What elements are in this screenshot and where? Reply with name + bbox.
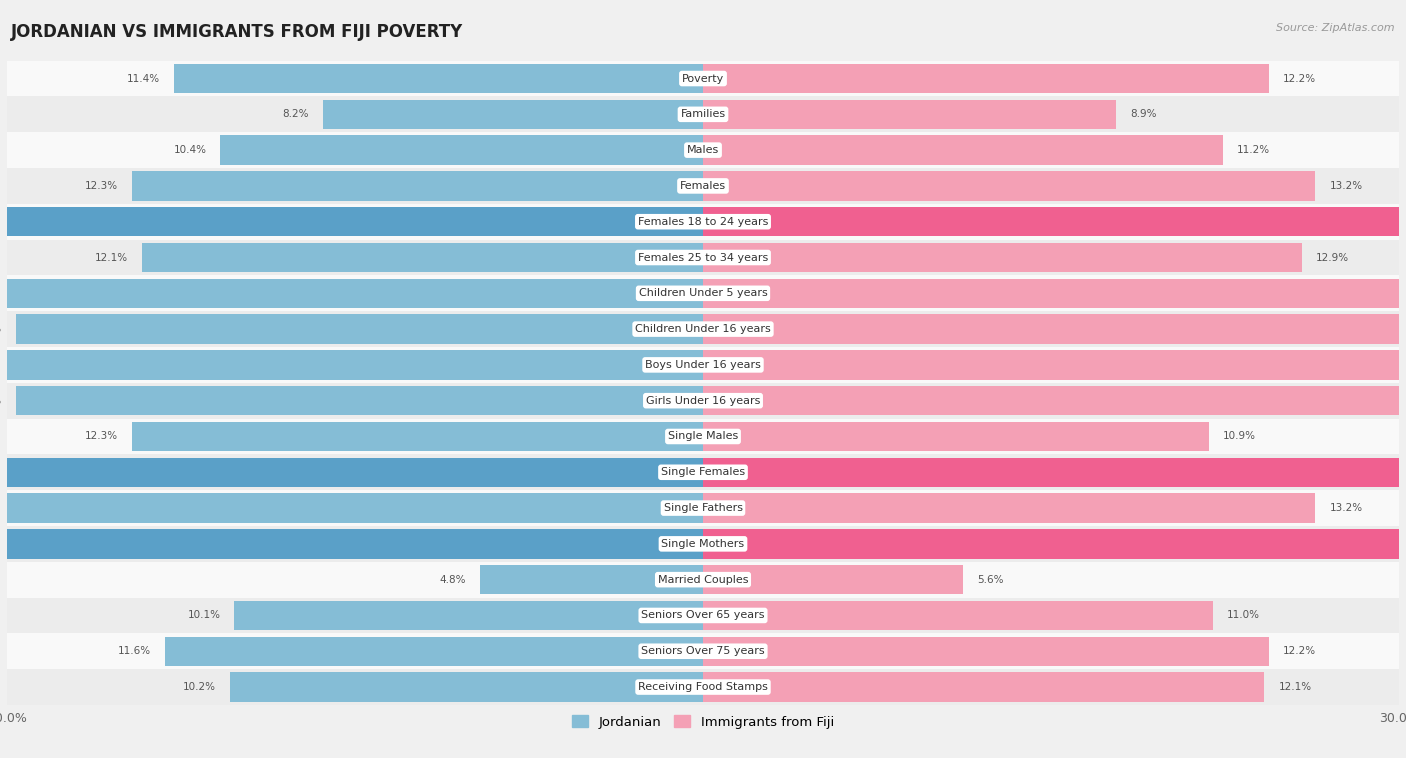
FancyBboxPatch shape	[7, 312, 1399, 347]
Bar	[3, 350, 703, 380]
Bar	[17, 386, 703, 415]
FancyBboxPatch shape	[7, 168, 1399, 204]
Bar	[703, 565, 963, 594]
Bar	[0, 458, 703, 487]
Text: 11.6%: 11.6%	[118, 647, 150, 656]
Bar	[322, 99, 703, 129]
Text: 14.8%: 14.8%	[0, 396, 3, 406]
Text: 11.0%: 11.0%	[1227, 610, 1260, 621]
Bar	[0, 279, 703, 308]
Bar	[703, 529, 1406, 559]
Text: Children Under 16 years: Children Under 16 years	[636, 324, 770, 334]
Bar	[17, 315, 703, 344]
Bar	[221, 136, 703, 164]
FancyBboxPatch shape	[7, 669, 1399, 705]
Bar	[703, 672, 1264, 702]
Bar	[142, 243, 703, 272]
FancyBboxPatch shape	[7, 240, 1399, 275]
Text: Single Fathers: Single Fathers	[664, 503, 742, 513]
Bar	[703, 171, 1316, 201]
Text: 14.8%: 14.8%	[0, 324, 3, 334]
Text: Married Couples: Married Couples	[658, 575, 748, 584]
Bar	[703, 421, 1209, 451]
Bar	[703, 386, 1406, 415]
Bar	[703, 64, 1270, 93]
Text: 8.9%: 8.9%	[1130, 109, 1156, 119]
Bar	[703, 637, 1270, 666]
Bar	[703, 99, 1116, 129]
FancyBboxPatch shape	[7, 383, 1399, 418]
Text: 10.2%: 10.2%	[183, 682, 217, 692]
Text: Source: ZipAtlas.com: Source: ZipAtlas.com	[1277, 23, 1395, 33]
Text: 5.6%: 5.6%	[977, 575, 1004, 584]
Text: 10.9%: 10.9%	[1223, 431, 1256, 441]
Bar	[703, 350, 1406, 380]
Text: 13.2%: 13.2%	[1330, 503, 1362, 513]
Text: Seniors Over 75 years: Seniors Over 75 years	[641, 647, 765, 656]
Text: 11.2%: 11.2%	[1237, 145, 1270, 155]
Legend: Jordanian, Immigrants from Fiji: Jordanian, Immigrants from Fiji	[567, 709, 839, 734]
Text: 12.3%: 12.3%	[86, 431, 118, 441]
Text: Females: Females	[681, 181, 725, 191]
FancyBboxPatch shape	[7, 61, 1399, 96]
Text: Poverty: Poverty	[682, 74, 724, 83]
Text: 10.1%: 10.1%	[187, 610, 221, 621]
Text: 4.8%: 4.8%	[440, 575, 467, 584]
Text: Boys Under 16 years: Boys Under 16 years	[645, 360, 761, 370]
Bar	[0, 207, 703, 236]
Text: 12.1%: 12.1%	[1278, 682, 1312, 692]
Bar	[703, 458, 1406, 487]
Bar	[229, 672, 703, 702]
Text: 12.9%: 12.9%	[1316, 252, 1348, 262]
Text: Children Under 5 years: Children Under 5 years	[638, 288, 768, 299]
FancyBboxPatch shape	[7, 204, 1399, 240]
Bar	[703, 493, 1316, 523]
Text: Girls Under 16 years: Girls Under 16 years	[645, 396, 761, 406]
Bar	[703, 207, 1406, 236]
FancyBboxPatch shape	[7, 275, 1399, 312]
Text: JORDANIAN VS IMMIGRANTS FROM FIJI POVERTY: JORDANIAN VS IMMIGRANTS FROM FIJI POVERT…	[11, 23, 464, 41]
Text: 11.4%: 11.4%	[127, 74, 160, 83]
Text: 13.2%: 13.2%	[1330, 181, 1362, 191]
FancyBboxPatch shape	[7, 96, 1399, 132]
Text: Single Mothers: Single Mothers	[661, 539, 745, 549]
Text: 8.2%: 8.2%	[283, 109, 309, 119]
Text: Males: Males	[688, 145, 718, 155]
Text: 12.3%: 12.3%	[86, 181, 118, 191]
Bar	[481, 565, 703, 594]
Bar	[703, 136, 1223, 164]
Bar	[174, 64, 703, 93]
Text: Females 25 to 34 years: Females 25 to 34 years	[638, 252, 768, 262]
FancyBboxPatch shape	[7, 347, 1399, 383]
Bar	[0, 493, 703, 523]
FancyBboxPatch shape	[7, 454, 1399, 490]
Text: Receiving Food Stamps: Receiving Food Stamps	[638, 682, 768, 692]
Bar	[703, 243, 1302, 272]
Text: 12.2%: 12.2%	[1284, 74, 1316, 83]
Text: 10.4%: 10.4%	[173, 145, 207, 155]
Text: 12.1%: 12.1%	[94, 252, 128, 262]
FancyBboxPatch shape	[7, 597, 1399, 634]
FancyBboxPatch shape	[7, 526, 1399, 562]
Bar	[703, 315, 1406, 344]
Bar	[132, 171, 703, 201]
FancyBboxPatch shape	[7, 562, 1399, 597]
Text: Single Males: Single Males	[668, 431, 738, 441]
FancyBboxPatch shape	[7, 634, 1399, 669]
FancyBboxPatch shape	[7, 132, 1399, 168]
Bar	[132, 421, 703, 451]
Bar	[703, 279, 1406, 308]
Text: Seniors Over 65 years: Seniors Over 65 years	[641, 610, 765, 621]
Bar	[235, 601, 703, 630]
Text: Families: Families	[681, 109, 725, 119]
Bar	[0, 529, 703, 559]
FancyBboxPatch shape	[7, 418, 1399, 454]
Bar	[703, 601, 1213, 630]
Text: Single Females: Single Females	[661, 467, 745, 478]
Text: Females 18 to 24 years: Females 18 to 24 years	[638, 217, 768, 227]
Text: 12.2%: 12.2%	[1284, 647, 1316, 656]
FancyBboxPatch shape	[7, 490, 1399, 526]
Bar	[165, 637, 703, 666]
